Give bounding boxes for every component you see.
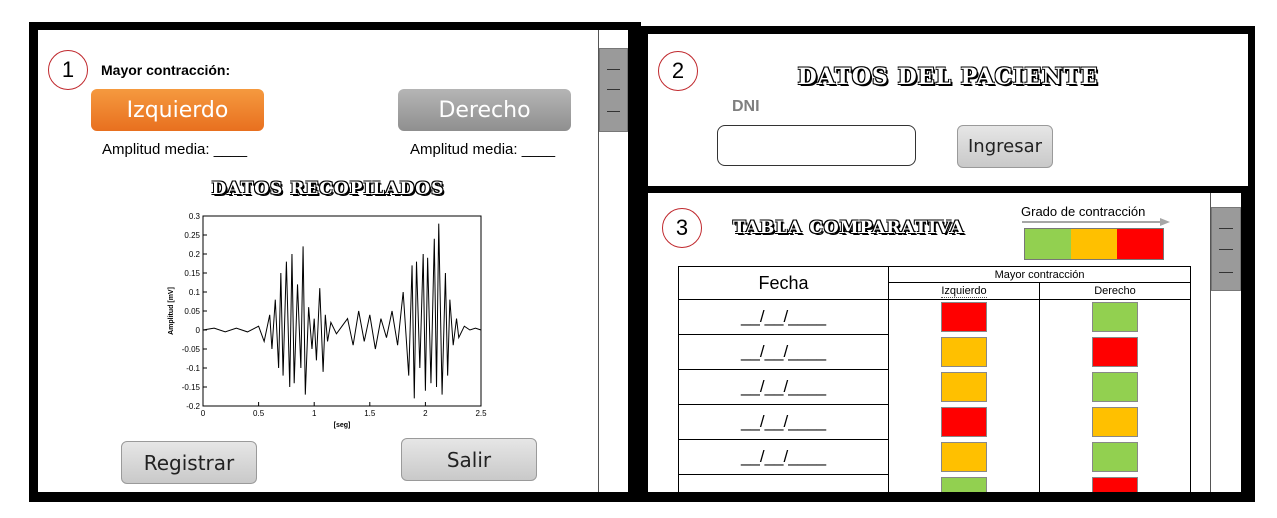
left-contraction-swatch (941, 302, 987, 333)
left-mean-amplitude: Amplitud media: ____ (102, 141, 248, 158)
right-contraction-swatch (1092, 477, 1138, 492)
panel-comparison-table: 3 TABLA COMPARATIVA Grado de contracción… (648, 193, 1210, 492)
section-number-2: 2 (658, 51, 698, 91)
y-tick-label: 0.3 (189, 212, 201, 221)
contraction-legend-label: Grado de contracción (1021, 204, 1146, 219)
left-contraction-cell (888, 439, 1040, 475)
y-tick-label: 0.2 (189, 250, 201, 259)
right-button[interactable]: Derecho (398, 89, 571, 131)
register-button[interactable]: Registrar (121, 441, 257, 484)
right-contraction-swatch (1092, 372, 1138, 402)
panel-patient-data: 2 DATOS DEL PACIENTE DNI Ingresar (648, 34, 1248, 186)
y-tick-label: -0.2 (186, 402, 200, 411)
right-contraction-cell (1039, 404, 1191, 440)
table-row: __/__/____ (678, 299, 1191, 335)
left-contraction-cell (888, 334, 1040, 370)
right-contraction-cell (1039, 439, 1191, 475)
section-number-1: 1 (48, 50, 88, 90)
left-contraction-swatch (941, 477, 987, 492)
legend-swatch-low (1025, 229, 1071, 259)
x-tick-label: 2.5 (475, 409, 487, 418)
right-contraction-cell (1039, 334, 1191, 370)
legend-swatch-medium (1071, 229, 1117, 259)
section-number-3: 3 (662, 208, 702, 248)
contraction-legend (1024, 228, 1164, 260)
left-column-header: Izquierdo (888, 282, 1040, 300)
panel1-scrollbar[interactable] (598, 30, 628, 492)
comparison-table: Fecha Mayor contracción Izquierdo Derech… (678, 266, 1191, 492)
right-contraction-swatch (1092, 442, 1138, 472)
date-cell[interactable]: __/__/____ (678, 369, 889, 405)
right-mean-amplitude: Amplitud media: ____ (410, 141, 556, 158)
emg-chart: 0 0.5 1 1.5 2 2.5 0.3 0.25 0.2 0.15 0.1 0.05 0 -0.05 -… (168, 212, 487, 429)
x-tick-label: 0.5 (253, 409, 265, 418)
y-tick-label: 0.1 (189, 288, 201, 297)
panel3-scrollbar[interactable] (1210, 193, 1241, 492)
left-contraction-cell (888, 299, 1040, 335)
x-tick-label: 2 (423, 409, 428, 418)
submit-dni-button[interactable]: Ingresar (957, 125, 1053, 168)
recorded-data-title: DATOS RECOPILADOS (211, 179, 445, 199)
table-row: __/__/____ (678, 439, 1191, 475)
panel1-scroll-thumb[interactable] (599, 48, 628, 132)
right-contraction-swatch (1092, 337, 1138, 367)
right-contraction-swatch (1092, 407, 1138, 437)
x-axis-label: [seg] (334, 422, 351, 429)
y-tick-label: 0.15 (184, 269, 200, 278)
left-contraction-swatch (941, 442, 987, 472)
left-button[interactable]: Izquierdo (91, 89, 264, 131)
x-tick-label: 1.5 (364, 409, 376, 418)
table-row: __/__/____ (678, 334, 1191, 370)
left-column-label: Izquierdo (941, 285, 987, 298)
y-tick-label: -0.05 (182, 345, 201, 354)
right-column-header: Derecho (1039, 282, 1191, 300)
right-contraction-swatch (1092, 302, 1138, 333)
x-tick-label: 0 (201, 409, 206, 418)
patient-data-title: DATOS DEL PACIENTE (797, 64, 1099, 90)
dni-label: DNI (732, 98, 760, 115)
date-column-header: Fecha (678, 266, 889, 300)
y-tick-label: 0.25 (184, 231, 200, 240)
legend-swatch-high (1117, 229, 1163, 259)
left-contraction-cell (888, 369, 1040, 405)
dni-input[interactable] (717, 125, 916, 166)
right-contraction-cell (1039, 474, 1191, 492)
right-contraction-cell (1039, 299, 1191, 335)
left-contraction-cell (888, 404, 1040, 440)
date-cell[interactable]: __/__/____ (678, 299, 889, 335)
panel-recorded-data: 1 Mayor contracción: Izquierdo Derecho A… (38, 30, 598, 492)
y-axis-label: Amplitud [mV] (168, 287, 175, 335)
panel3-scroll-thumb[interactable] (1211, 207, 1241, 291)
y-tick-label: 0.05 (184, 307, 200, 316)
legend-arrow (1022, 218, 1170, 226)
date-cell[interactable]: __/__/____ (678, 439, 889, 475)
left-contraction-swatch (941, 372, 987, 402)
left-contraction-swatch (941, 407, 987, 437)
date-cell[interactable]: __/__/____ (678, 404, 889, 440)
table-row: __/__/____ (678, 404, 1191, 440)
max-contraction-column-header: Mayor contracción (888, 266, 1191, 283)
right-contraction-cell (1039, 369, 1191, 405)
exit-button[interactable]: Salir (401, 438, 537, 481)
comparison-table-title: TABLA COMPARATIVA (733, 218, 965, 238)
date-cell[interactable]: __/__/____ (678, 334, 889, 370)
left-contraction-swatch (941, 337, 987, 367)
table-row: __/__/____ (678, 369, 1191, 405)
emg-signal-line (202, 223, 482, 399)
y-tick-label: -0.1 (186, 364, 200, 373)
date-cell[interactable] (678, 474, 889, 492)
x-tick-label: 1 (312, 409, 317, 418)
y-tick-label: -0.15 (182, 383, 201, 392)
table-row (678, 474, 1191, 492)
max-contraction-heading: Mayor contracción: (101, 62, 231, 78)
y-tick-label: 0 (196, 326, 201, 335)
left-contraction-cell (888, 474, 1040, 492)
